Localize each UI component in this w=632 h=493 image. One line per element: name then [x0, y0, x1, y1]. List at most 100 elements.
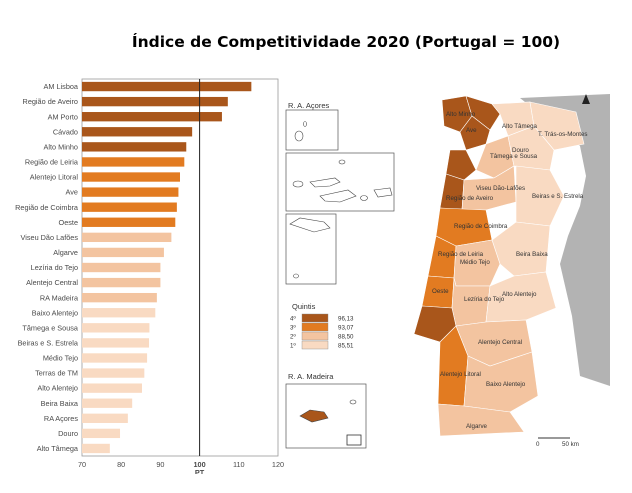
bar-2: [82, 112, 222, 122]
x-tick-2: 90: [156, 460, 164, 469]
category-label-18: Médio Tejo: [43, 354, 78, 363]
category-label-22: RA Açores: [44, 414, 78, 423]
bar-14: [82, 292, 157, 303]
category-label-10: Viseu Dão Lafões: [21, 233, 79, 242]
island-porto-santo: [349, 399, 357, 405]
x-axis-label: PT: [195, 468, 205, 474]
region-label-17: Alentejo Litoral: [440, 371, 481, 378]
bar-chart: AM Lisboa Região de Aveiro AM Porto Cávado A…: [15, 78, 284, 474]
island-faial: [292, 180, 304, 188]
chart-title: Índice de Competitividade 2020 (Portugal…: [131, 33, 561, 51]
north-arrow-icon: [582, 94, 590, 104]
bar-7: [82, 187, 179, 197]
island-sao-jorge: [319, 189, 357, 203]
category-label-9: Oeste: [59, 218, 78, 227]
category-label-4: Alto Minho: [44, 142, 78, 151]
region-label-13: Oeste: [432, 288, 449, 295]
category-label-19: Terras de TM: [35, 369, 78, 378]
legend-rank-2: 2º: [290, 334, 296, 341]
category-label-3: Cávado: [53, 127, 78, 136]
region-algarve: [437, 403, 525, 437]
category-label-21: Beira Baixa: [41, 399, 79, 408]
category-label-12: Lezíria do Tejo: [31, 263, 78, 272]
legend-swatch-0: [301, 313, 329, 323]
category-label-8: Região de Coimbra: [15, 203, 79, 212]
island-terceira: [373, 187, 393, 198]
region-label-11: Beira Baixa: [516, 251, 548, 258]
region-ave: [459, 115, 491, 151]
x-tick-5: 120: [272, 460, 284, 469]
bar-9: [82, 217, 176, 227]
portugal-map: R. A. Açores Quintis 4º 96,13 3º 93,07 2º 88,…: [285, 86, 610, 456]
island-corvo: [303, 121, 307, 127]
mainland-map: 0 50 km: [413, 86, 610, 456]
region-label-5: Douro: [512, 147, 529, 154]
legend-value-1: 93,07: [338, 325, 354, 332]
bar-16: [82, 323, 150, 333]
bar-11: [82, 247, 164, 258]
island-terceira-small: [360, 195, 368, 201]
bar-20: [82, 383, 142, 393]
region-am-porto: [445, 149, 477, 181]
scale-zero: 0: [536, 441, 540, 448]
spain-area: [520, 94, 610, 386]
madeira-insert-title: R. A. Madeira: [288, 372, 334, 381]
region-label-19: Algarve: [466, 423, 488, 430]
x-tick-0: 70: [78, 460, 86, 469]
bar-17: [82, 338, 150, 348]
bar-5: [82, 157, 185, 167]
legend-rank-3: 1º: [290, 343, 296, 350]
bar-8: [82, 202, 177, 212]
category-label-13: Alentejo Central: [26, 278, 78, 287]
island-graciosa: [338, 159, 346, 165]
selvagens-box: [346, 434, 362, 446]
acores-frame-1: [285, 109, 339, 151]
bar-3: [82, 127, 193, 137]
island-santa-maria: [293, 273, 299, 279]
region-label-10: Região de Leiria: [438, 251, 484, 258]
bar-19: [82, 368, 145, 378]
bar-15: [82, 308, 156, 318]
bar-23: [82, 428, 121, 439]
region-label-2: Alto Tâmega: [502, 123, 538, 130]
legend-swatch-3: [301, 340, 329, 350]
bar-13: [82, 277, 161, 288]
scale-end: 50 km: [562, 441, 579, 448]
legend-value-0: 96,13: [338, 316, 354, 323]
legend-value-2: 88,50: [338, 334, 354, 341]
bar-24: [82, 443, 110, 454]
category-label-24: Alto Tâmega: [37, 444, 79, 453]
category-label-17: Beiras e S. Estrela: [18, 339, 79, 348]
bar-21: [82, 398, 133, 408]
legend-rank-1: 3º: [290, 325, 296, 332]
bar-10: [82, 232, 172, 243]
region-douro: [507, 125, 555, 171]
acores-frame-3: [285, 213, 337, 285]
category-label-16: Tâmega e Sousa: [22, 323, 79, 332]
acores-insert-title: R. A. Açores: [288, 101, 330, 110]
bar-18: [82, 353, 148, 363]
category-label-20: Alto Alentejo: [37, 384, 78, 393]
region-label-16: Alentejo Central: [478, 339, 522, 346]
x-tick-1: 80: [117, 460, 125, 469]
category-label-0: AM Lisboa: [44, 82, 79, 91]
legend-value-3: 85,51: [338, 343, 354, 350]
legend-rank-0: 4º: [290, 316, 296, 323]
legend-swatch-2: [301, 331, 329, 341]
category-label-1: Região de Aveiro: [23, 97, 78, 106]
region-label-14: Lezíria do Tejo: [464, 296, 505, 303]
quintile-legend: 4º 96,13 3º 93,07 2º 88,50 1º 85,51: [290, 313, 354, 350]
region-label-9: Região de Coimbra: [454, 223, 508, 230]
legend-title: Quintis: [292, 302, 316, 311]
bar-1: [82, 96, 228, 107]
bar-0: [82, 81, 252, 92]
category-label-6: Alentejo Litoral: [30, 173, 79, 182]
island-sao-miguel: [289, 217, 331, 233]
bar-4: [82, 142, 187, 152]
category-label-7: Ave: [66, 188, 78, 197]
island-pico: [309, 177, 341, 188]
region-terras-tm: [529, 101, 585, 151]
island-flores: [294, 130, 304, 142]
region-label-6: Viseu Dão-Lafões: [476, 185, 525, 192]
